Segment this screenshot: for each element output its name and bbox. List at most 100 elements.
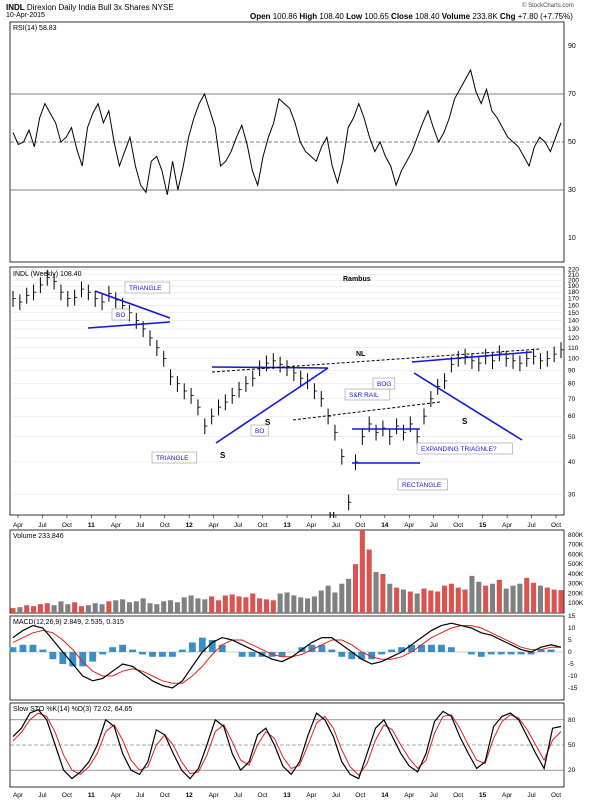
volume-bar	[236, 596, 242, 613]
volume-bar	[31, 606, 37, 613]
x-axis-label: Apr	[404, 522, 415, 529]
macd-tick-label: -10	[568, 673, 578, 680]
macd-histogram-bar	[388, 649, 396, 652]
macd-tick-label: 5	[568, 637, 572, 644]
volume-bar	[524, 577, 530, 613]
chart-title: INDL Direxion Daily India Bull 3x Shares…	[6, 3, 174, 12]
macd-histogram-bar	[378, 652, 386, 655]
volume-bar	[154, 604, 160, 613]
macd-histogram-bar	[398, 647, 406, 652]
volume-bar	[181, 597, 187, 613]
macd-histogram-bar	[29, 644, 37, 652]
source-credit: © StockCharts.com	[522, 3, 574, 9]
volume-bar	[209, 596, 215, 613]
sto-x-axis-label: Apr	[111, 792, 122, 799]
macd-histogram-bar	[497, 652, 505, 655]
volume-bar	[168, 600, 174, 613]
volume-bar	[373, 571, 379, 613]
volume-bar	[469, 575, 475, 613]
expanding-lower-line	[413, 372, 523, 441]
volume-bar	[37, 604, 43, 613]
sto-x-axis-label: Apr	[502, 792, 513, 799]
volume-bar	[394, 587, 400, 613]
x-axis-label: Jul	[38, 522, 47, 529]
volume-bar	[428, 590, 434, 613]
x-axis-label: 15	[479, 522, 487, 529]
x-axis-label: Jul	[332, 522, 341, 529]
annotation-bog: BOG	[377, 381, 391, 388]
macd-histogram-bar	[358, 652, 366, 660]
volume-bar	[174, 602, 180, 613]
annotation-bog-box	[372, 377, 396, 390]
rsi-label: RSI(14) 58.83	[13, 25, 57, 32]
annotation-author: Rambus	[343, 276, 371, 283]
sto-x-axis-label: 11	[88, 792, 95, 799]
sto-k-line	[12, 708, 562, 780]
sto-x-axis-label: Jul	[38, 792, 47, 799]
macd-histogram-bar	[527, 652, 535, 655]
price-tick-label: 210	[568, 272, 579, 279]
macd-tick-label: 0	[568, 649, 572, 656]
x-axis-label: 12	[186, 522, 194, 529]
volume-tick-label: 400K	[568, 571, 584, 578]
volume-bar	[133, 601, 139, 613]
volume-bar	[202, 599, 208, 613]
volume-bar	[435, 591, 441, 613]
macd-histogram-bar	[109, 647, 117, 652]
volume-bar	[407, 591, 413, 613]
macd-histogram-bar	[69, 652, 77, 667]
volume-bar	[17, 607, 23, 613]
price-tick-label: 160	[568, 302, 579, 309]
macd-label: MACD(12,26,9) 2.849, 2.535, 0.315	[13, 619, 124, 626]
sto-x-axis-label: Oct	[551, 792, 561, 799]
volume-bar	[222, 595, 228, 613]
macd-histogram-bar	[348, 652, 356, 660]
sto-x-axis-label: Oct	[62, 792, 72, 799]
sto-d-line	[12, 712, 562, 776]
macd-tick-label: -15	[568, 685, 578, 692]
volume-bar	[414, 593, 420, 613]
x-axis-label: Oct	[257, 522, 267, 529]
triangle2-lower-line	[215, 367, 329, 444]
volume-bar	[311, 596, 317, 613]
volume-bar	[243, 597, 249, 613]
x-axis-label: Jul	[430, 522, 439, 529]
macd-panel	[9, 615, 565, 701]
price-tick-label: 120	[568, 335, 579, 342]
annotation-bo1: BO	[116, 312, 125, 319]
sto-x-axis-label: Jul	[430, 792, 439, 799]
macd-histogram-bar	[328, 649, 336, 652]
sto-x-axis-label: Oct	[355, 792, 365, 799]
volume-bar	[250, 593, 256, 613]
volume-bar	[455, 587, 461, 613]
x-axis-label: Oct	[355, 522, 365, 529]
volume-tick-label: 800K	[568, 532, 584, 539]
macd-histogram-bar	[49, 652, 57, 660]
sto-x-axis-label: Oct	[453, 792, 463, 799]
volume-bar	[305, 598, 311, 613]
x-axis-label: 13	[283, 522, 291, 529]
rsi-tick-label: 90	[568, 43, 576, 50]
volume-bar	[421, 588, 427, 613]
macd-histogram-bar	[537, 649, 545, 652]
volume-bar	[284, 592, 290, 613]
volume-bar	[92, 603, 98, 613]
sto-x-axis-label: Jul	[527, 792, 536, 799]
price-tick-label: 60	[568, 413, 576, 420]
macd-histogram-bar	[149, 652, 156, 657]
volume-bar	[195, 598, 201, 613]
macd-histogram-bar	[39, 649, 47, 652]
annotation-sr-rail: S&R RAIL	[349, 392, 379, 399]
volume-bar	[78, 606, 85, 613]
macd-histogram-bar	[139, 652, 146, 655]
x-axis-label: 14	[381, 522, 389, 529]
macd-histogram-bar	[308, 644, 316, 652]
volume-bar	[517, 583, 523, 613]
x-axis-label: Apr	[502, 522, 513, 529]
sto-x-axis-label: Apr	[306, 792, 317, 799]
volume-bar	[161, 601, 167, 613]
volume-bar	[120, 599, 126, 613]
x-axis-label: Oct	[62, 522, 72, 529]
sto-x-axis-label: 14	[381, 792, 389, 799]
